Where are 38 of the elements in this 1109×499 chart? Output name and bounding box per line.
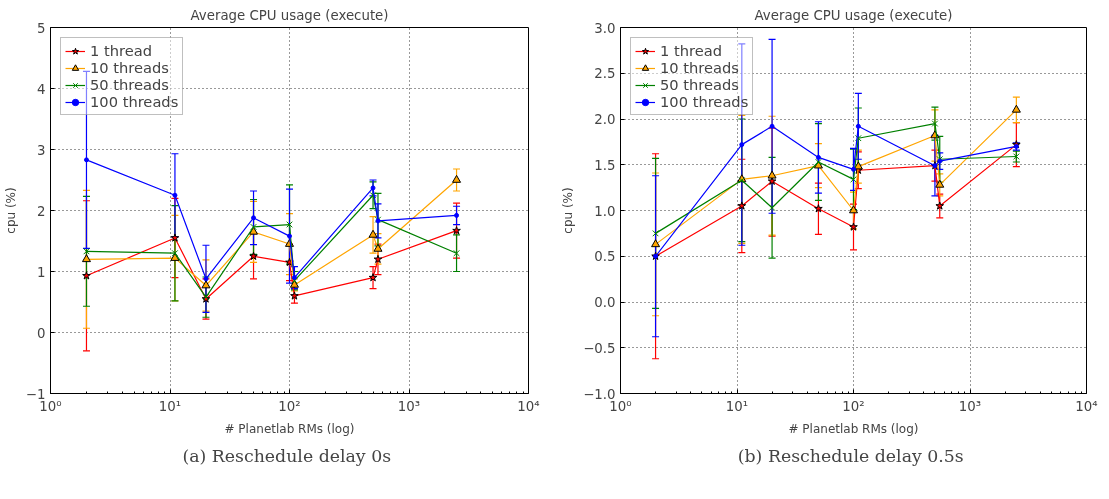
legend-label: 1 thread xyxy=(90,42,153,59)
x-tick-label: 10³ xyxy=(958,398,982,414)
x-tick-label: 10⁴ xyxy=(517,398,540,414)
legend-label: 100 threads xyxy=(90,93,179,110)
y-axis-title: cpu (%) xyxy=(561,187,576,234)
y-tick-label: 2.5 xyxy=(594,66,616,82)
y-tick-label: 3 xyxy=(37,142,46,158)
x-axis-title: # Planetlab RMs (log) xyxy=(224,421,355,436)
x-tick-label: 10⁴ xyxy=(1075,398,1098,414)
text: (b) Reschedule delay 0.5s xyxy=(737,445,964,466)
y-tick-label: 1 xyxy=(37,264,46,280)
y-tick-label: 0.0 xyxy=(594,295,616,310)
legend-label: 10 threads xyxy=(660,59,739,76)
legend-label: 50 threads xyxy=(660,76,739,93)
chart-title: Average CPU usage (execute) xyxy=(754,7,953,23)
x-axis-title: # Planetlab RMs (log) xyxy=(788,421,919,436)
legend-label: 50 threads xyxy=(90,76,169,93)
x-tick-label: 10³ xyxy=(397,398,421,414)
y-tick-label: 0.5 xyxy=(594,249,616,265)
y-tick-label: 0 xyxy=(37,325,46,341)
y-tick-label: 1.5 xyxy=(594,157,616,173)
legend-label: 1 thread xyxy=(660,42,723,59)
y-tick-label: 1.0 xyxy=(594,203,616,219)
y-tick-label: 2 xyxy=(37,203,46,219)
text: (a) Reschedule delay 0s xyxy=(182,445,392,466)
y-tick-label: 2.0 xyxy=(594,112,616,127)
x-tick-label: 10¹ xyxy=(725,398,749,414)
x-tick-label: 10¹ xyxy=(158,398,182,414)
y-tick-label: 4 xyxy=(37,81,46,97)
y-tick-label: 5 xyxy=(37,20,46,36)
x-tick-label: 10² xyxy=(278,398,301,414)
chart-title: Average CPU usage (execute) xyxy=(190,7,389,23)
y-axis-title: cpu (%) xyxy=(3,187,18,234)
y-tick-label: 3.0 xyxy=(594,20,616,36)
legend-label: 10 threads xyxy=(90,59,169,76)
y-tick-label: −0.5 xyxy=(583,340,616,356)
legend-label: 100 threads xyxy=(660,93,749,110)
x-tick-label: 10² xyxy=(842,398,865,414)
